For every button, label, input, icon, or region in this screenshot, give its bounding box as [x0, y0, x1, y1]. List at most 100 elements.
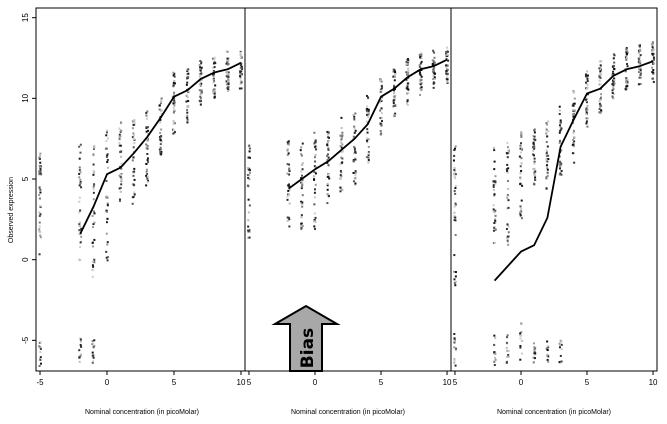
- data-point: [187, 105, 190, 108]
- data-point: [227, 82, 230, 85]
- data-point: [118, 144, 121, 147]
- data-point: [287, 140, 290, 143]
- data-point: [639, 70, 642, 73]
- data-point: [492, 204, 495, 207]
- data-point: [120, 177, 123, 180]
- data-point: [300, 153, 303, 156]
- data-point: [559, 129, 562, 132]
- data-point: [79, 340, 82, 343]
- data-point: [352, 135, 355, 138]
- data-point: [106, 129, 109, 132]
- data-point: [238, 87, 241, 90]
- data-point: [625, 79, 628, 82]
- data-point: [432, 70, 435, 73]
- data-point: [533, 353, 536, 356]
- data-point: [92, 191, 95, 194]
- data-point: [314, 216, 317, 219]
- data-point: [248, 147, 251, 150]
- data-point: [40, 173, 43, 176]
- data-point: [354, 174, 357, 177]
- data-point: [406, 58, 409, 61]
- data-point: [212, 78, 215, 81]
- data-point: [159, 143, 162, 146]
- data-point: [612, 64, 615, 67]
- data-point: [133, 139, 136, 141]
- data-point: [199, 59, 202, 62]
- data-point: [38, 154, 41, 157]
- data-point: [651, 77, 654, 80]
- data-point: [546, 349, 549, 352]
- data-point: [545, 165, 548, 168]
- data-point: [120, 167, 123, 170]
- data-point: [213, 92, 216, 95]
- data-point: [301, 179, 304, 182]
- data-point: [492, 184, 495, 187]
- data-point: [445, 69, 448, 72]
- data-point: [626, 87, 629, 90]
- data-point: [240, 81, 243, 84]
- data-point: [146, 175, 149, 178]
- data-point: [246, 167, 249, 170]
- data-point: [505, 168, 508, 171]
- data-point: [239, 79, 242, 82]
- data-point: [313, 225, 316, 228]
- data-point: [600, 93, 603, 96]
- data-point: [454, 271, 457, 273]
- data-point: [93, 146, 96, 149]
- data-point: [227, 88, 230, 91]
- data-point: [572, 122, 575, 125]
- data-point: [105, 140, 108, 143]
- data-point: [78, 211, 81, 214]
- data-point: [493, 222, 496, 225]
- data-point: [339, 186, 342, 189]
- data-point: [454, 145, 457, 148]
- data-point: [200, 92, 203, 95]
- data-point: [186, 94, 189, 97]
- data-point: [38, 221, 41, 224]
- data-point: [92, 173, 95, 176]
- data-point: [106, 202, 109, 205]
- data-point: [226, 60, 229, 63]
- data-point: [226, 87, 229, 90]
- data-point: [380, 112, 383, 115]
- data-point: [146, 132, 149, 135]
- data-point: [353, 131, 356, 134]
- mean-line: [288, 58, 448, 190]
- data-point: [446, 53, 449, 56]
- data-point: [299, 224, 302, 227]
- data-point: [453, 211, 456, 214]
- data-point: [626, 56, 629, 59]
- data-point: [80, 186, 83, 189]
- data-point: [546, 174, 549, 177]
- data-point: [106, 153, 109, 156]
- data-point: [287, 152, 290, 155]
- data-point: [637, 57, 640, 60]
- data-point: [507, 167, 510, 170]
- data-point: [173, 109, 176, 112]
- data-point: [558, 131, 561, 134]
- data-point: [532, 141, 535, 144]
- data-point: [494, 175, 497, 178]
- data-point: [78, 200, 81, 203]
- data-point: [340, 116, 343, 119]
- data-point: [92, 163, 95, 166]
- data-point: [327, 131, 330, 134]
- data-point: [598, 79, 601, 82]
- data-point: [507, 199, 510, 202]
- data-point: [78, 157, 81, 160]
- data-point: [506, 152, 509, 155]
- data-point: [533, 131, 536, 134]
- data-point: [340, 171, 343, 174]
- data-point: [507, 206, 510, 209]
- data-point: [651, 52, 654, 55]
- data-point: [78, 196, 81, 199]
- data-point: [328, 177, 331, 180]
- data-point: [520, 162, 523, 165]
- data-point: [652, 52, 655, 55]
- data-point: [240, 65, 243, 68]
- data-point: [91, 245, 94, 248]
- data-point: [159, 110, 162, 113]
- data-point: [507, 350, 510, 353]
- data-point: [213, 95, 216, 98]
- data-point: [341, 131, 344, 134]
